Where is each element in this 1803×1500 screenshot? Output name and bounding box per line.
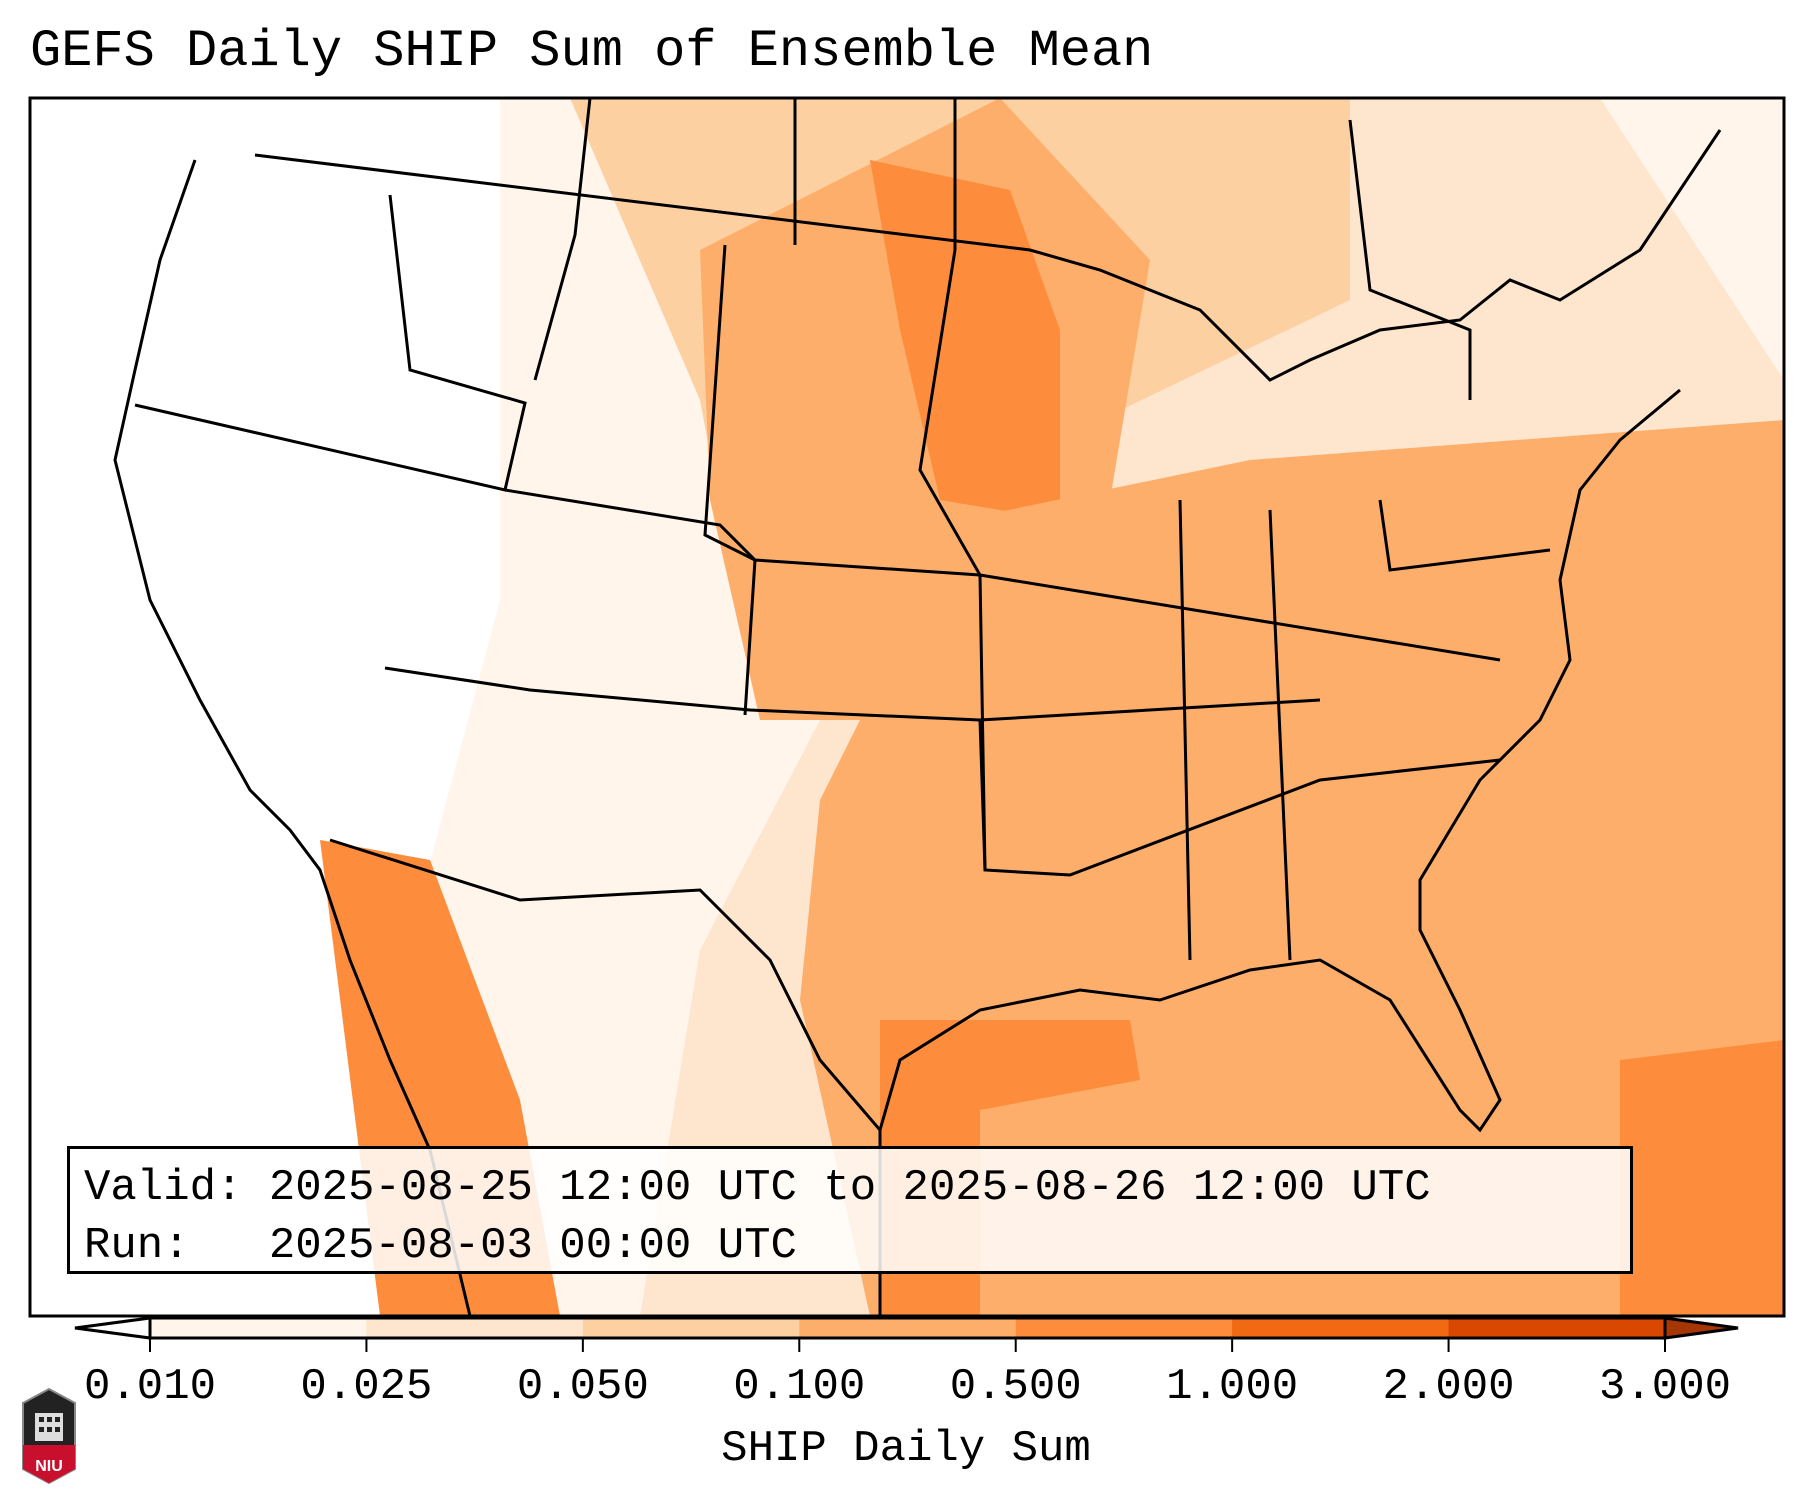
info-box: Valid: 2025-08-25 12:00 UTC to 2025-08-2… bbox=[67, 1146, 1633, 1274]
colorbar-tick-label: 0.010 bbox=[83, 1362, 217, 1412]
state-column-1 bbox=[703, 244, 757, 716]
chart-title: GEFS Daily SHIP Sum of Ensemble Mean bbox=[30, 22, 1154, 81]
map-frame bbox=[28, 96, 1786, 1318]
colorbar-tick-label: 0.100 bbox=[733, 1362, 866, 1412]
logo-text: NIU bbox=[35, 1458, 63, 1475]
valid-label: Valid: bbox=[84, 1163, 243, 1213]
colorbar-tick-label: 2.000 bbox=[1382, 1362, 1515, 1412]
colorbar-tick-label: 1.000 bbox=[1166, 1362, 1299, 1412]
east-gulf-coastline bbox=[878, 388, 1681, 1133]
colorbar-tick-label: 3.000 bbox=[1598, 1362, 1732, 1412]
colorbar-under-arrow bbox=[74, 1316, 152, 1340]
west-coastline bbox=[113, 159, 472, 1316]
state-line-row-2 bbox=[384, 666, 1321, 722]
colorbar-tick-label: 0.025 bbox=[300, 1362, 433, 1412]
field-maine bbox=[1600, 98, 1784, 380]
colorbar-label: SHIP Daily Sum bbox=[721, 1424, 1091, 1474]
run-label: Run: bbox=[84, 1221, 190, 1271]
colorbar-tick-label: 0.050 bbox=[516, 1362, 649, 1412]
new-york-lines bbox=[1348, 119, 1472, 400]
state-column-3 bbox=[533, 98, 592, 381]
colorbar-over-arrow bbox=[1663, 1316, 1739, 1340]
colorbar-segment bbox=[1232, 1318, 1450, 1338]
northern-border bbox=[254, 129, 1722, 382]
run-value: 2025-08-03 00:00 UTC bbox=[268, 1221, 797, 1271]
shaded-field bbox=[30, 98, 1784, 1316]
colorbar-tick-label: 0.500 bbox=[949, 1362, 1082, 1412]
colorbar bbox=[74, 1316, 1739, 1352]
valid-value: 2025-08-25 12:00 UTC to 2025-08-26 12:00… bbox=[268, 1163, 1431, 1213]
niu-logo: NIU bbox=[22, 1387, 76, 1485]
field-caribbean bbox=[1620, 1040, 1784, 1316]
field-minnesota-dakotas bbox=[870, 160, 1060, 520]
coastlines-borders bbox=[113, 98, 1722, 1316]
colorbar-segment bbox=[1015, 1318, 1233, 1338]
colorbar-outline bbox=[148, 1316, 1667, 1340]
colorbar-segment bbox=[366, 1318, 584, 1338]
colorbar-segment bbox=[582, 1318, 800, 1338]
colorbar-segment bbox=[1448, 1318, 1666, 1338]
oregon-idaho-lines bbox=[134, 194, 527, 492]
pennsylvania-lines bbox=[1378, 499, 1551, 572]
state-column-2 bbox=[918, 249, 987, 871]
colorbar-segment bbox=[150, 1318, 367, 1338]
state-column-6 bbox=[1178, 499, 1292, 961]
colorbar-segment bbox=[799, 1318, 1017, 1338]
